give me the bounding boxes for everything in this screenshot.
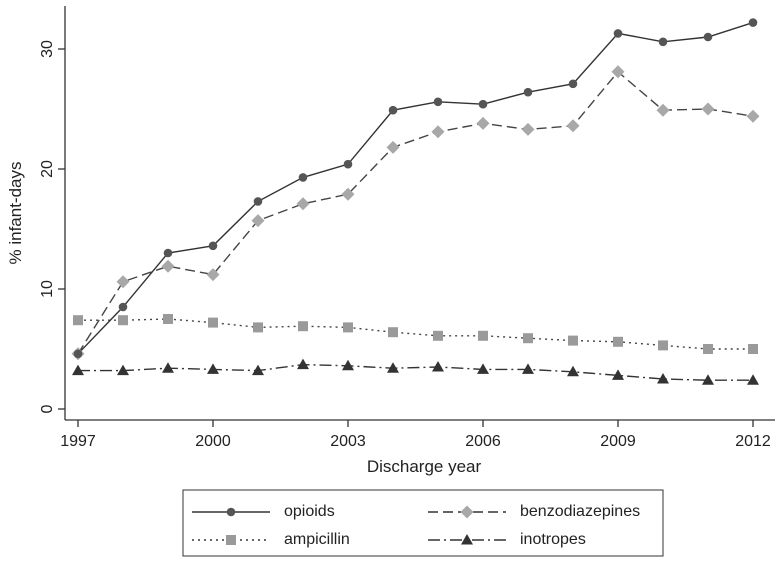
legend-items: opioids benzodiazepines ampicillin inotrope… <box>192 503 640 548</box>
legend-label: opioids <box>284 503 335 520</box>
data-point-ampicillin <box>343 322 353 333</box>
legend-marker <box>460 505 474 519</box>
data-point-benzodiazepines <box>341 187 355 201</box>
data-point-inotropes <box>252 364 264 376</box>
y-tick-label: 20 <box>39 160 56 178</box>
data-point-ampicillin <box>253 322 263 333</box>
data-point-ampicillin <box>658 340 668 351</box>
y-tick-label: 10 <box>39 280 56 298</box>
data-point-opioids <box>523 87 533 97</box>
series-line-opioids <box>77 21 754 355</box>
data-point-inotropes <box>162 362 174 373</box>
data-point-inotropes <box>657 373 669 384</box>
data-point-opioids <box>163 248 173 258</box>
data-point-benzodiazepines <box>431 125 445 139</box>
data-point-benzodiazepines <box>116 275 130 289</box>
data-point-inotropes <box>612 369 624 380</box>
data-point-inotropes <box>522 363 534 374</box>
data-point-benzodiazepines <box>701 102 715 116</box>
legend-label: inotropes <box>520 531 586 548</box>
legend-marker <box>461 534 473 545</box>
data-point-ampicillin <box>703 344 713 354</box>
data-point-opioids <box>298 173 308 182</box>
data-point-ampicillin <box>568 335 578 346</box>
data-point-inotropes <box>342 359 354 371</box>
data-point-ampicillin <box>118 315 128 326</box>
x-tick-label: 2009 <box>600 433 636 450</box>
data-point-benzodiazepines <box>566 119 580 133</box>
data-point-benzodiazepines <box>251 214 265 228</box>
y-axis-title: % infant-days <box>6 162 25 265</box>
data-point-inotropes <box>702 374 714 385</box>
data-point-ampicillin <box>748 344 758 354</box>
legend-item-inotropes: inotropes <box>428 531 586 548</box>
legend-marker <box>226 507 236 517</box>
legend-label: ampicillin <box>284 531 350 548</box>
x-tick-label: 2000 <box>195 433 231 450</box>
series-line-inotropes <box>78 363 753 381</box>
data-point-opioids <box>658 37 668 47</box>
data-point-opioids <box>73 349 83 359</box>
data-point-inotropes <box>387 362 399 373</box>
x-tick-label: 1997 <box>60 433 96 450</box>
data-point-ampicillin <box>298 321 308 332</box>
data-point-inotropes <box>747 374 759 385</box>
series-line-benzodiazepines <box>77 70 754 355</box>
data-point-ampicillin <box>208 317 218 328</box>
data-point-opioids <box>568 79 578 89</box>
legend-label: benzodiazepines <box>520 503 640 520</box>
data-point-benzodiazepines <box>656 103 670 117</box>
data-point-opioids <box>613 29 623 38</box>
y-tick-label: 0 <box>39 404 56 413</box>
legend-item-opioids: opioids <box>192 503 335 520</box>
series-layer <box>71 18 760 385</box>
data-point-inotropes <box>432 361 444 372</box>
data-point-inotropes <box>72 364 84 376</box>
legend: opioids benzodiazepines ampicillin inotrope… <box>182 489 664 557</box>
data-point-opioids <box>748 18 758 27</box>
plot-area: 0 10 20 30 1997 2000 2003 2006 2009 2012 <box>39 6 775 450</box>
legend-item-benzodiazepines: benzodiazepines <box>428 503 640 520</box>
data-point-ampicillin <box>523 333 533 344</box>
data-point-opioids <box>388 105 398 115</box>
x-tick-label: 2012 <box>735 433 771 450</box>
data-point-opioids <box>253 197 263 206</box>
data-point-opioids <box>433 97 443 107</box>
data-point-ampicillin <box>163 314 173 324</box>
data-point-benzodiazepines <box>161 259 175 273</box>
x-axis-ticks: 1997 2000 2003 2006 2009 2012 <box>60 420 771 450</box>
data-point-ampicillin <box>388 327 398 338</box>
data-point-inotropes <box>567 365 579 377</box>
legend-item-ampicillin: ampicillin <box>192 531 350 548</box>
data-point-opioids <box>118 302 128 312</box>
data-point-opioids <box>208 241 218 251</box>
data-point-opioids <box>343 159 353 169</box>
data-point-opioids <box>478 99 488 109</box>
x-axis-title: Discharge year <box>367 457 482 476</box>
data-point-inotropes <box>207 363 219 374</box>
data-point-benzodiazepines <box>611 65 625 79</box>
legend-box <box>182 489 664 557</box>
data-point-benzodiazepines <box>296 197 310 211</box>
series-line-ampicillin <box>78 318 753 350</box>
legend-marker <box>226 535 236 545</box>
data-point-inotropes <box>477 363 489 374</box>
data-point-ampicillin <box>613 336 623 347</box>
data-point-benzodiazepines <box>521 122 535 136</box>
x-tick-label: 2006 <box>465 433 501 450</box>
data-point-opioids <box>703 32 713 42</box>
data-point-benzodiazepines <box>476 116 490 130</box>
y-axis-ticks: 0 10 20 30 <box>39 40 65 413</box>
data-point-ampicillin <box>433 330 443 341</box>
data-point-benzodiazepines <box>746 109 760 123</box>
data-point-ampicillin <box>478 330 488 341</box>
data-point-benzodiazepines <box>386 140 400 154</box>
data-point-benzodiazepines <box>206 268 220 282</box>
y-tick-label: 30 <box>39 40 56 58</box>
data-point-inotropes <box>297 358 309 370</box>
x-tick-label: 2003 <box>330 433 366 450</box>
data-point-ampicillin <box>73 315 83 326</box>
data-point-inotropes <box>117 364 129 376</box>
